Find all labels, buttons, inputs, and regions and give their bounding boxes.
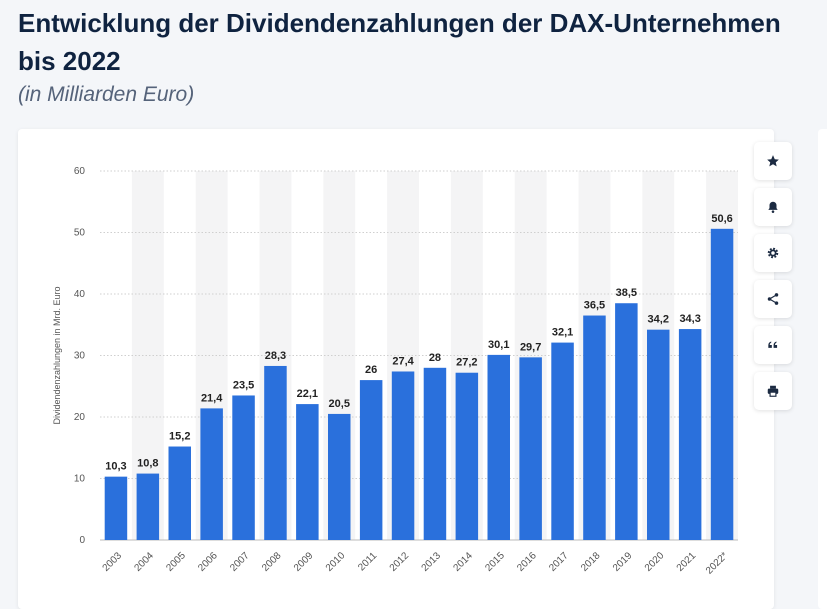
bar <box>168 446 191 540</box>
bar-value-label: 29,7 <box>520 341 541 353</box>
bar <box>455 372 479 540</box>
x-tick-label: 2019 <box>611 550 635 574</box>
bar <box>487 354 510 540</box>
x-tick-label: 2017 <box>547 550 571 574</box>
bar <box>710 228 734 540</box>
bar-value-label: 21,4 <box>201 392 223 404</box>
value-labels: 10,3 10,8 15,2 21,4 23,5 28,3 22,1 20,5 26 27,4 28… <box>105 213 733 473</box>
x-tick-label: 2021 <box>675 550 699 574</box>
bar <box>615 303 638 540</box>
bar-value-label: 32,1 <box>552 327 573 339</box>
bar <box>328 413 351 540</box>
x-tick-label: 2003 <box>101 550 125 574</box>
page-subtitle: (in Milliarden Euro) <box>18 83 195 106</box>
y-tick-label: 40 <box>74 289 86 300</box>
bar-value-label: 20,5 <box>329 398 350 410</box>
bar-value-label: 34,3 <box>679 313 700 325</box>
bar <box>136 473 160 540</box>
cite-button[interactable] <box>754 326 792 364</box>
bar <box>264 365 287 540</box>
x-tick-label: 2006 <box>196 550 220 574</box>
bell-icon <box>768 201 778 213</box>
favorite-button[interactable] <box>754 142 792 180</box>
bar-value-label: 27,4 <box>392 355 414 367</box>
y-tick-label: 0 <box>79 535 85 546</box>
bar-value-label: 10,3 <box>105 461 126 473</box>
bar-chart: 0 10 20 30 40 50 60 10,3 10,8 15,2 21,4 23,5 28,3 22… <box>52 166 738 577</box>
share-icon <box>767 293 779 305</box>
bar-value-label: 38,5 <box>616 287 637 299</box>
gear-icon <box>767 247 779 259</box>
settings-button[interactable] <box>754 234 792 272</box>
side-panel-edge <box>818 129 827 609</box>
star-icon <box>767 155 779 167</box>
print-icon <box>767 385 779 397</box>
bar <box>678 329 702 540</box>
x-tick-label: 2013 <box>420 550 444 574</box>
x-tick-label: 2012 <box>388 550 412 574</box>
bar-value-label: 28 <box>429 352 441 364</box>
y-axis-ticks: 0 10 20 30 40 50 60 <box>74 166 86 546</box>
x-tick-label: 2010 <box>324 550 348 574</box>
x-tick-label: 2011 <box>356 550 379 573</box>
share-button[interactable] <box>754 280 792 318</box>
chart-card: 0 10 20 30 40 50 60 10,3 10,8 15,2 21,4 23,5 28,3 22… <box>18 129 774 609</box>
bar <box>519 357 542 540</box>
bar-value-label: 28,3 <box>265 350 286 362</box>
x-axis-ticks: 2003 2004 2005 2006 2007 2008 2009 2010 2011 2012… <box>101 550 731 577</box>
x-tick-label: 2020 <box>643 550 667 574</box>
bars <box>104 228 734 540</box>
x-tick-label: 2005 <box>164 550 188 574</box>
bar-value-label: 27,2 <box>456 357 477 369</box>
bar <box>232 395 255 540</box>
bar <box>391 371 415 540</box>
bar-value-label: 15,2 <box>169 431 190 443</box>
bar-value-label: 34,2 <box>648 314 669 326</box>
x-tick-label: 2004 <box>132 550 156 574</box>
y-tick-label: 60 <box>74 166 86 177</box>
page-title: Entwicklung der Dividendenzahlungen der … <box>18 8 781 76</box>
bar-value-label: 26 <box>365 364 377 376</box>
bar-value-label: 50,6 <box>711 213 732 225</box>
bar <box>423 367 447 540</box>
x-tick-label: 2008 <box>260 550 284 574</box>
x-tick-label: 2009 <box>292 550 316 574</box>
x-tick-label: 2018 <box>579 550 603 574</box>
bar <box>551 342 574 540</box>
x-tick-label: 2022* <box>704 550 730 576</box>
x-tick-label: 2007 <box>228 550 252 574</box>
bar <box>583 315 606 540</box>
y-tick-label: 30 <box>74 351 86 362</box>
y-axis-label: Dividendenzahlungen in Mrd. Euro <box>52 286 62 424</box>
bar-value-label: 22,1 <box>297 388 318 400</box>
bar-value-label: 23,5 <box>233 379 254 391</box>
notification-button[interactable] <box>754 188 792 226</box>
bar <box>296 404 319 540</box>
y-tick-label: 10 <box>74 474 86 485</box>
bar <box>104 476 128 540</box>
quote-icon <box>768 341 778 348</box>
x-tick-label: 2016 <box>515 550 539 574</box>
bar-value-label: 10,8 <box>137 458 158 470</box>
y-tick-label: 50 <box>74 228 86 239</box>
chart-toolbar <box>754 142 792 418</box>
x-tick-label: 2014 <box>451 550 475 574</box>
bar-value-label: 36,5 <box>584 300 605 312</box>
print-button[interactable] <box>754 372 792 410</box>
y-tick-label: 20 <box>74 412 86 423</box>
bar <box>359 380 383 540</box>
bar <box>200 408 223 540</box>
x-tick-label: 2015 <box>483 550 507 574</box>
bar-value-label: 30,1 <box>488 339 509 351</box>
bar <box>647 329 670 540</box>
